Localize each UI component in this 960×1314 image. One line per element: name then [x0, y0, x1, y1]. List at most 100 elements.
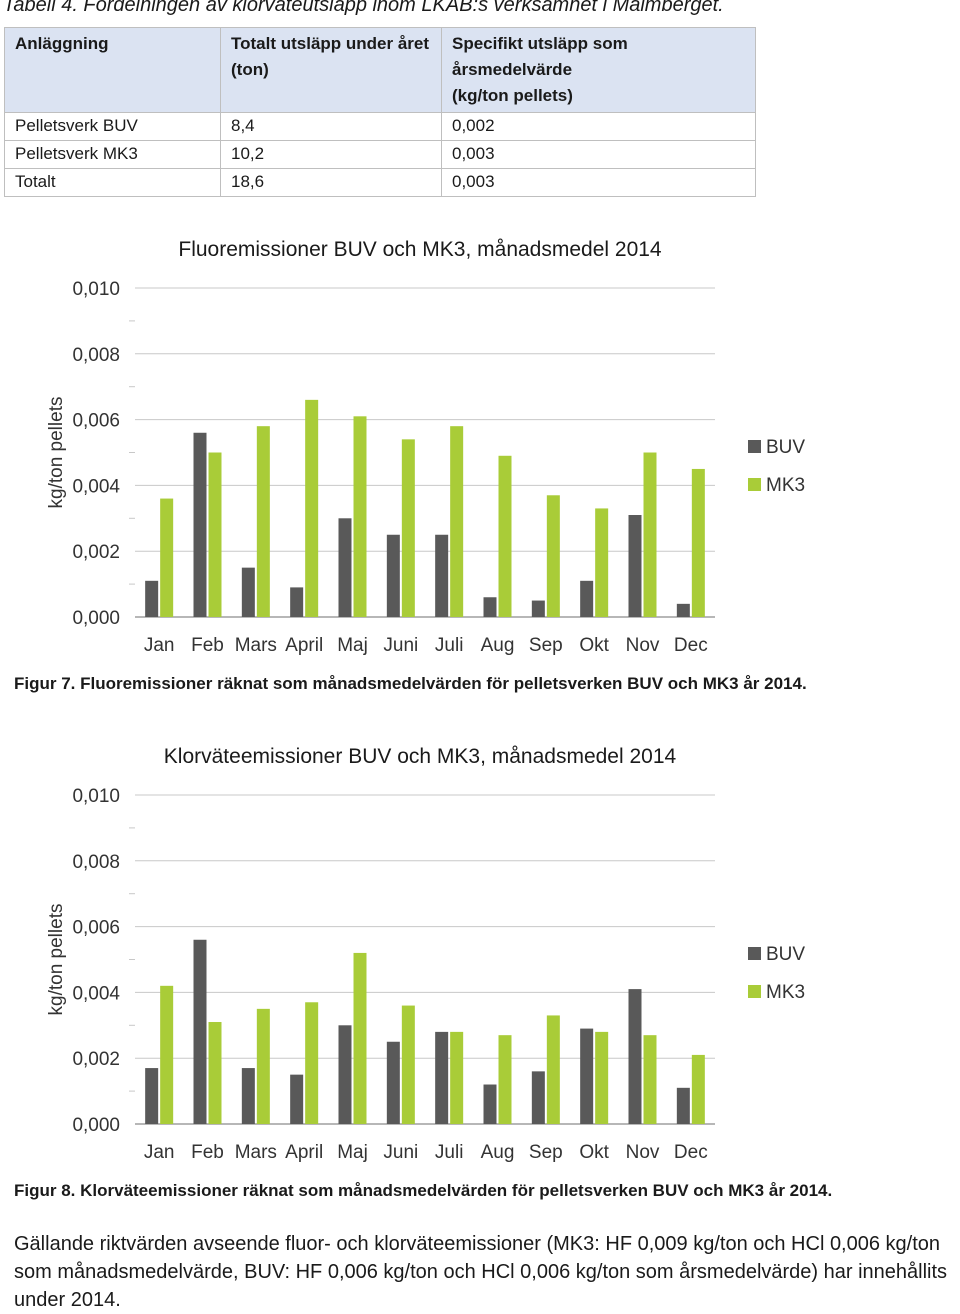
header-specific-line1: Specifikt utsläpp som årsmedelvärde — [452, 34, 628, 79]
bar-mk3 — [305, 399, 319, 617]
bar-mk3 — [256, 426, 270, 617]
bar-buv — [531, 1071, 545, 1124]
x-tick-label: Nov — [626, 1142, 660, 1163]
bar-buv — [676, 603, 690, 617]
fluoride-chart-svg: Fluoremissioner BUV och MK3, månadsmedel… — [46, 238, 805, 656]
bar-mk3 — [498, 1035, 512, 1124]
table-cell: Totalt — [4, 168, 221, 197]
x-tick-label: Okt — [579, 1142, 609, 1163]
bar-buv — [628, 515, 642, 617]
bar-mk3 — [498, 455, 512, 617]
y-axis-label: kg/ton pellets — [46, 397, 67, 509]
bar-buv — [338, 518, 352, 617]
bar-buv — [483, 597, 497, 617]
table-row: Pelletsverk MK3 10,2 0,003 — [4, 140, 756, 169]
chart-title: Klorväteemissioner BUV och MK3, månadsme… — [164, 745, 677, 768]
y-tick-label: 0,010 — [72, 786, 120, 807]
bar-mk3 — [691, 1054, 705, 1124]
bar-buv — [483, 1084, 497, 1124]
bar-mk3 — [450, 1031, 464, 1124]
y-tick-label: 0,002 — [72, 1049, 120, 1070]
y-tick-label: 0,000 — [72, 1115, 120, 1136]
x-tick-label: Nov — [626, 635, 660, 656]
bar-mk3 — [401, 439, 415, 617]
table-cell: 18,6 — [220, 168, 442, 197]
x-tick-label: Mars — [235, 1142, 277, 1163]
table-cell: 8,4 — [220, 112, 442, 141]
bar-buv — [145, 580, 159, 617]
y-tick-label: 0,008 — [72, 345, 120, 366]
x-tick-label: April — [285, 1142, 323, 1163]
y-tick-label: 0,006 — [72, 411, 120, 432]
y-tick-label: 0,002 — [72, 542, 120, 563]
table-header-row: Anläggning Totalt utsläpp under året (to… — [4, 27, 756, 113]
x-tick-label: Maj — [337, 635, 368, 656]
bar-buv — [676, 1087, 690, 1124]
bar-mk3 — [546, 1015, 560, 1124]
x-tick-label: Dec — [674, 635, 708, 656]
table-caption: Tabell 4. Fördelningen av klorväteutsläp… — [3, 0, 724, 16]
bar-buv — [580, 1028, 594, 1124]
legend-swatch-buv — [748, 440, 761, 453]
legend-label-mk3: MK3 — [766, 982, 805, 1003]
bar-mk3 — [160, 498, 174, 617]
x-tick-label: April — [285, 635, 323, 656]
x-tick-label: Dec — [674, 1142, 708, 1163]
x-tick-label: Aug — [481, 1142, 515, 1163]
bar-buv — [435, 534, 449, 617]
bar-buv — [193, 939, 207, 1124]
table-cell: Pelletsverk MK3 — [4, 140, 221, 169]
bar-mk3 — [595, 1031, 609, 1124]
header-facility: Anläggning — [4, 27, 221, 113]
y-tick-label: 0,004 — [72, 983, 120, 1004]
header-specific-line2: (kg/ton pellets) — [452, 86, 573, 105]
fluoride-chart: Fluoremissioner BUV och MK3, månadsmedel… — [0, 228, 960, 656]
bar-mk3 — [401, 1005, 415, 1124]
x-tick-label: Juni — [383, 1142, 418, 1163]
bar-mk3 — [595, 508, 609, 617]
bar-mk3 — [256, 1008, 270, 1124]
x-tick-label: Jan — [144, 635, 175, 656]
chart-title: Fluoremissioner BUV och MK3, månadsmedel… — [178, 238, 662, 261]
table-cell: 0,002 — [441, 112, 756, 141]
x-tick-label: Sep — [529, 635, 563, 656]
legend-label-mk3: MK3 — [766, 475, 805, 496]
y-tick-label: 0,000 — [72, 608, 120, 629]
emissions-table: Anläggning Totalt utsläpp under året (to… — [4, 27, 756, 197]
bar-mk3 — [643, 1035, 657, 1124]
legend-label-buv: BUV — [766, 944, 805, 965]
header-total-line2: (ton) — [231, 60, 269, 79]
table-cell: 10,2 — [220, 140, 442, 169]
x-tick-label: Sep — [529, 1142, 563, 1163]
table-row: Pelletsverk BUV 8,4 0,002 — [4, 112, 756, 141]
table-cell: 0,003 — [441, 168, 756, 197]
header-facility-line1: Anläggning — [15, 34, 109, 53]
y-tick-label: 0,008 — [72, 852, 120, 873]
bar-buv — [386, 1041, 400, 1124]
x-tick-label: Juli — [435, 635, 464, 656]
hcl-chart: Klorväteemissioner BUV och MK3, månadsme… — [0, 735, 960, 1163]
bar-buv — [628, 989, 642, 1124]
y-tick-label: 0,006 — [72, 918, 120, 939]
bar-mk3 — [353, 416, 367, 617]
x-tick-label: Jan — [144, 1142, 175, 1163]
figure-8-caption: Figur 8. Klorväteemissioner räknat som m… — [14, 1181, 833, 1200]
x-tick-label: Juni — [383, 635, 418, 656]
bar-buv — [145, 1068, 159, 1124]
x-tick-label: Mars — [235, 635, 277, 656]
bar-buv — [531, 600, 545, 617]
x-tick-label: Aug — [481, 635, 515, 656]
header-total: Totalt utsläpp under året (ton) — [220, 27, 442, 113]
hcl-chart-svg: Klorväteemissioner BUV och MK3, månadsme… — [46, 745, 805, 1163]
figure-7-caption: Figur 7. Fluoremissioner räknat som måna… — [14, 674, 807, 693]
header-total-line1: Totalt utsläpp under året — [231, 34, 430, 53]
bar-buv — [290, 1074, 304, 1124]
y-tick-label: 0,004 — [72, 476, 120, 497]
x-tick-label: Feb — [191, 635, 224, 656]
legend-swatch-buv — [748, 947, 761, 960]
bar-mk3 — [353, 952, 367, 1124]
bar-mk3 — [691, 468, 705, 617]
table-cell: 0,003 — [441, 140, 756, 169]
x-tick-label: Maj — [337, 1142, 368, 1163]
bar-buv — [193, 432, 207, 617]
